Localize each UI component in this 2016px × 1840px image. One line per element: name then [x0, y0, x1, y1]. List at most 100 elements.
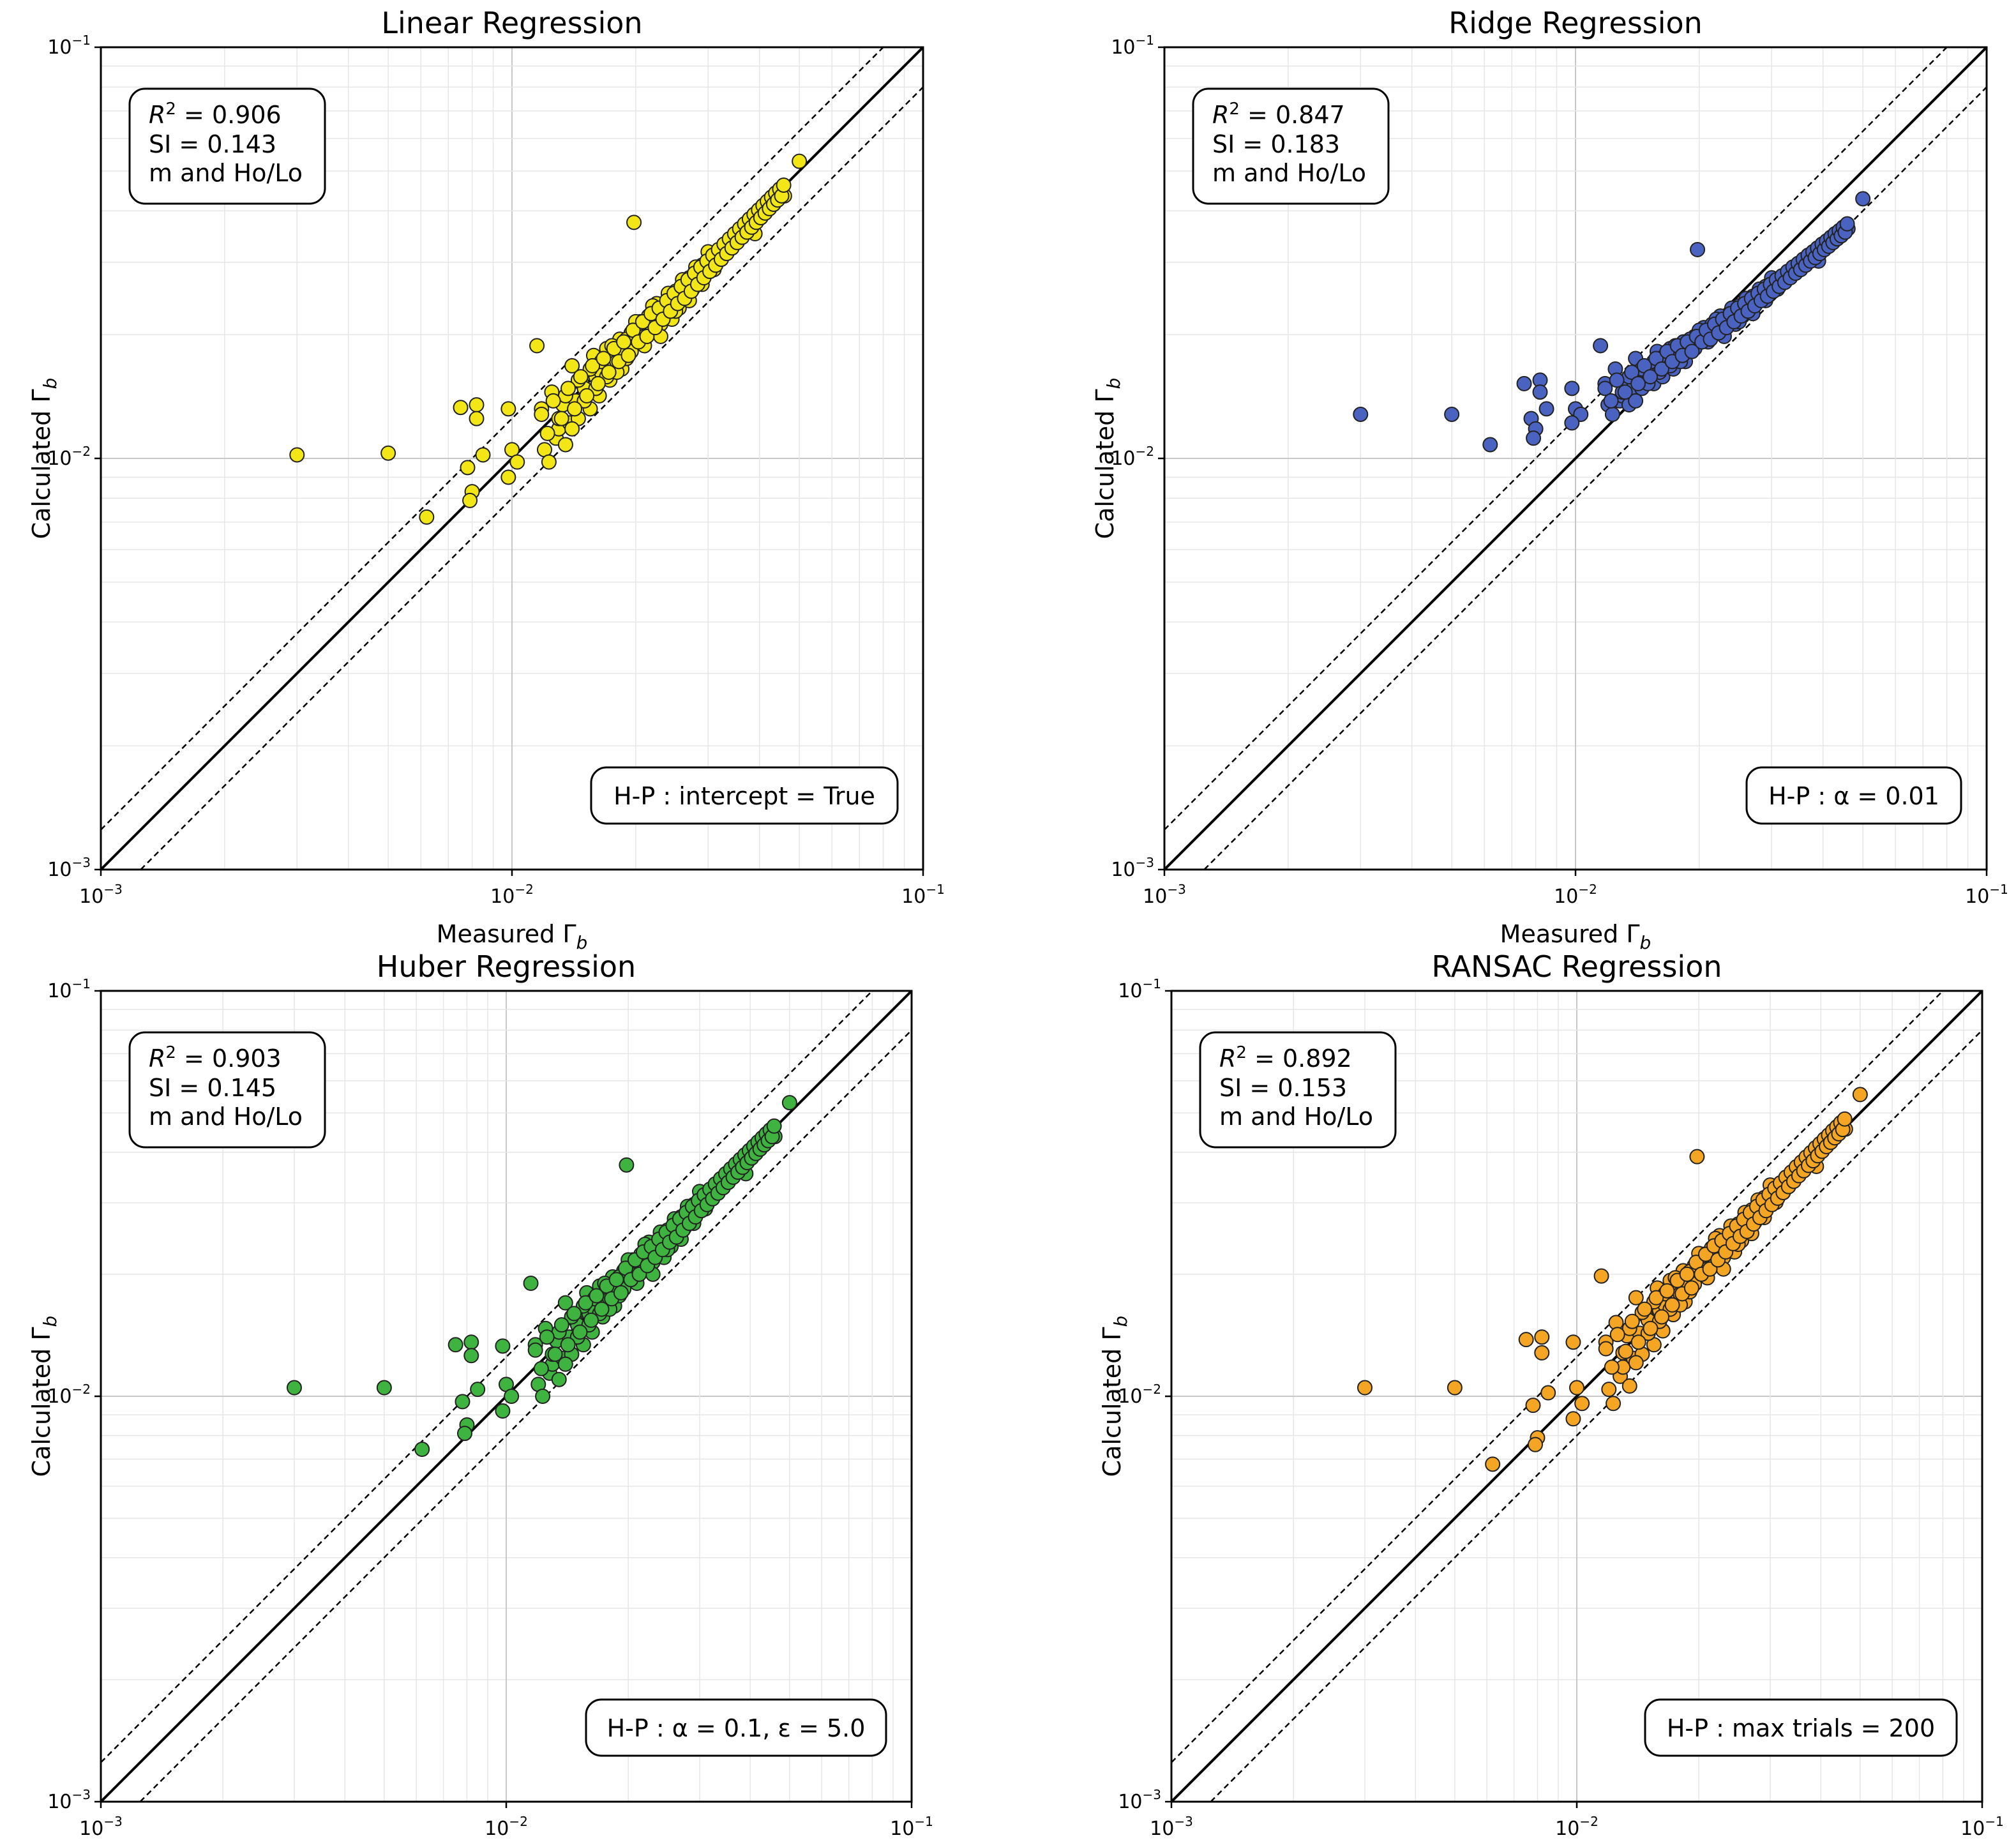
y-axis-label-space — [27, 1341, 56, 1348]
x-tick-label: 10−2 — [1555, 1814, 1599, 1840]
data-point — [1532, 384, 1548, 400]
y-tick-exponent: −2 — [1143, 1382, 1161, 1397]
hyperparameter-box: H-P : α = 0.01 — [1745, 766, 1962, 825]
data-point — [534, 406, 550, 422]
chart-title: Huber Regression — [377, 949, 636, 984]
x-tick-base: 10 — [1555, 1818, 1579, 1840]
x-axis-symbol: Γ — [1626, 920, 1639, 948]
hyperparameter-box: H-P : α = 0.1, ε = 5.0 — [585, 1698, 887, 1757]
data-point — [553, 411, 569, 426]
y-tick-label: 10−2 — [47, 1382, 91, 1408]
data-point — [1564, 415, 1580, 431]
data-point — [1604, 406, 1620, 422]
upper-band-line — [1164, 47, 1948, 831]
data-point — [1855, 191, 1871, 207]
x-axis-symbol: Γ — [562, 920, 576, 948]
x-tick-label: 10−3 — [1143, 882, 1186, 908]
data-point — [414, 1442, 430, 1458]
data-point — [578, 1295, 594, 1311]
x-axis-label-text: Measured — [1500, 920, 1619, 948]
hyperparameter-box: H-P : intercept = True — [590, 766, 899, 825]
x-tick-base: 10 — [79, 1818, 103, 1840]
y-axis-subscript: b — [40, 1316, 61, 1327]
data-point — [590, 375, 606, 391]
scatter-series — [1357, 1087, 1868, 1472]
data-point — [551, 1371, 567, 1387]
data-point — [1628, 393, 1644, 409]
x-tick-exponent: −3 — [103, 1814, 122, 1829]
data-point — [545, 393, 561, 409]
features-text: m and Ho/Lo — [149, 1103, 303, 1131]
r2-text: R2 = 0.892 — [1219, 1043, 1352, 1073]
y-tick-exponent: −3 — [1143, 1787, 1161, 1802]
data-point — [560, 1337, 576, 1353]
y-tick-base: 10 — [1118, 980, 1142, 1002]
y-tick-label: 10−3 — [1111, 855, 1154, 881]
data-point — [1690, 241, 1706, 257]
data-point — [1597, 381, 1613, 396]
data-point — [1679, 1266, 1695, 1282]
data-point — [1618, 1343, 1634, 1359]
x-tick-base: 10 — [485, 1818, 509, 1840]
x-axis-subscript: b — [1640, 932, 1651, 953]
data-point — [469, 411, 485, 426]
x-axis-label: Measured Γb — [437, 920, 588, 953]
data-point — [1593, 1268, 1609, 1284]
y-axis-subscript: b — [1103, 378, 1124, 389]
data-point — [1603, 393, 1619, 409]
scatter-series — [1353, 191, 1871, 453]
data-point — [455, 1394, 470, 1410]
r2-label: R — [149, 101, 165, 129]
y-tick-label: 10−2 — [1118, 1382, 1161, 1408]
x-tick-base: 10 — [890, 1818, 914, 1840]
r2-superscript: 2 — [165, 100, 176, 119]
panel-huber-regression: 10−310−310−210−210−110−1 Huber Regression… — [27, 949, 933, 1840]
y-tick-exponent: −3 — [72, 855, 91, 870]
data-point — [376, 1380, 392, 1396]
data-point — [1357, 1380, 1373, 1396]
x-tick-exponent: −1 — [1985, 1814, 2003, 1829]
y-tick-base: 10 — [1111, 36, 1135, 59]
data-point — [500, 401, 516, 417]
data-point — [523, 1275, 539, 1291]
features-text: m and Ho/Lo — [1212, 159, 1366, 187]
data-point — [564, 358, 580, 373]
data-point — [539, 425, 555, 441]
data-point — [557, 437, 573, 453]
hyperparameter-box-frame — [1644, 1698, 1958, 1757]
r2-value: = 0.847 — [1240, 101, 1345, 129]
x-tick-base: 10 — [490, 886, 515, 908]
y-tick-exponent: −3 — [1136, 855, 1154, 870]
y-tick-base: 10 — [47, 980, 71, 1002]
data-point — [613, 1285, 629, 1301]
x-tick-exponent: −2 — [515, 882, 533, 897]
data-point — [594, 1301, 610, 1317]
y-axis-symbol: Γ — [1098, 1327, 1126, 1340]
x-tick-label: 10−2 — [485, 1814, 528, 1840]
hyperparameter-box-frame — [1745, 766, 1962, 825]
y-tick-base: 10 — [1118, 1385, 1142, 1408]
data-point — [1526, 430, 1542, 446]
y-tick-label: 10−1 — [47, 976, 91, 1002]
data-point — [1659, 1283, 1675, 1299]
x-tick-label: 10−1 — [890, 1814, 933, 1840]
y-tick-exponent: −1 — [1136, 33, 1154, 48]
features-text: m and Ho/Lo — [149, 159, 303, 187]
data-point — [585, 358, 601, 373]
y-axis-label: Calculated Γb — [1098, 1316, 1131, 1477]
data-point — [1593, 338, 1609, 354]
panel-ridge-regression: 10−310−310−210−210−110−1 Ridge Regression… — [1091, 6, 2008, 953]
data-point — [419, 509, 435, 525]
y-tick-label: 10−2 — [47, 444, 91, 470]
data-point — [1630, 1334, 1646, 1350]
x-tick-label: 10−3 — [79, 882, 123, 908]
data-point — [589, 1288, 605, 1304]
data-point — [1574, 1396, 1590, 1412]
data-point — [541, 454, 557, 470]
y-axis-label-space — [27, 403, 56, 411]
y-tick-exponent: −1 — [72, 976, 91, 992]
data-point — [1606, 1396, 1621, 1412]
r2-label: R — [149, 1044, 165, 1073]
